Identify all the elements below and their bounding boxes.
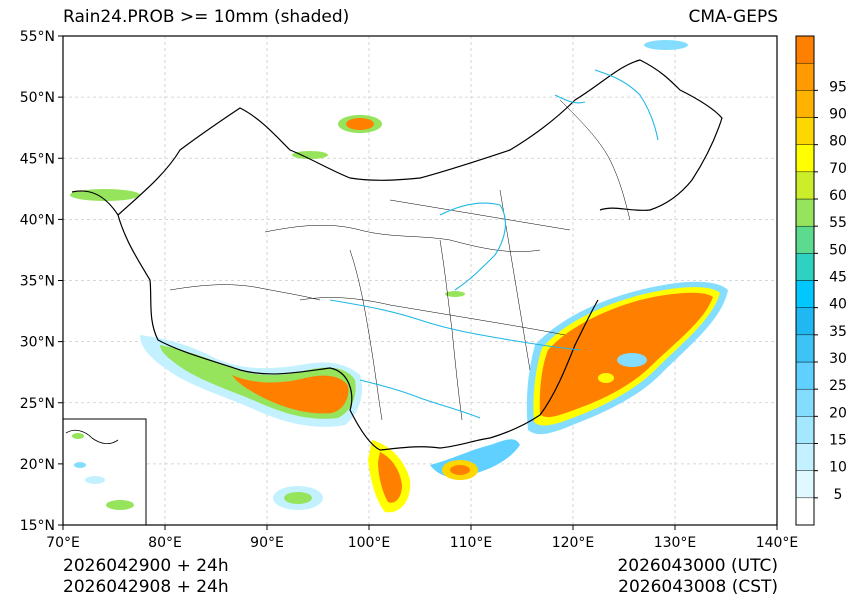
- shade-sea-core: [284, 492, 312, 504]
- lat-tick-label: 40°N: [20, 212, 55, 228]
- gridlines: [63, 36, 777, 525]
- colorbar-swatch: [795, 144, 815, 173]
- lat-tick-label: 15°N: [20, 518, 55, 534]
- country-borders: [71, 59, 723, 451]
- shade-myanmar-core: [378, 452, 402, 503]
- lon-tick-label: 80°E: [148, 535, 182, 551]
- probability-shading: [70, 40, 728, 513]
- map-area: [63, 36, 777, 525]
- shade-east-china-hole2: [598, 373, 614, 383]
- colorbar-swatch: [795, 470, 815, 499]
- axis-ticks: 70°E 80°E 90°E 100°E 110°E 120°E 130°E 140°E 15°…: [20, 29, 799, 551]
- forecast-init: 2026042900 + 24h 2026042908 + 24h: [63, 556, 229, 598]
- colorbar-swatch: [795, 388, 815, 417]
- colorbar-swatch: [795, 90, 815, 118]
- model-name: CMA-GEPS: [688, 7, 778, 27]
- colorbar-swatch: [795, 198, 815, 227]
- shade-east-china-hole: [617, 353, 647, 367]
- init-cst: 2026042908 + 24h: [63, 577, 229, 597]
- colorbar-label: 5: [834, 487, 843, 503]
- colorbar-labels: 5 10 15 20 25 30 35 40 45 50 55 60 70 80 90 95: [814, 79, 847, 503]
- colorbar-swatch: [795, 280, 815, 308]
- shade-sichuan: [445, 291, 465, 297]
- lat-tick-label: 25°N: [20, 396, 55, 412]
- rivers: [329, 69, 659, 419]
- lon-tick-label: 70°E: [46, 535, 80, 551]
- lat-tick-label: 20°N: [20, 457, 55, 473]
- colorbar-label: 80: [829, 134, 847, 150]
- shade-inner-mongolia: [292, 151, 328, 159]
- colorbar-label: 55: [829, 215, 847, 231]
- colorbar-swatches: [795, 35, 815, 526]
- colorbar-label: 20: [829, 405, 847, 421]
- forecast-valid: 2026043000 (UTC) 2026043008 (CST): [617, 556, 778, 598]
- lon-tick-label: 110°E: [450, 535, 493, 551]
- colorbar-label: 50: [829, 242, 847, 258]
- colorbar-swatch: [795, 443, 815, 471]
- colorbar-label: 90: [829, 107, 847, 123]
- lon-tick-label: 140°E: [756, 535, 799, 551]
- province-borders: [169, 99, 631, 421]
- lat-tick-label: 45°N: [20, 151, 55, 167]
- colorbar-swatch: [795, 253, 815, 281]
- colorbar-swatch: [795, 361, 815, 390]
- valid-utc: 2026043000 (UTC): [617, 556, 778, 576]
- colorbar-swatch: [795, 334, 815, 363]
- lon-tick-label: 120°E: [552, 535, 595, 551]
- lat-tick-label: 35°N: [20, 274, 55, 290]
- colorbar-swatch: [795, 117, 815, 145]
- colorbar-swatch: [795, 62, 815, 91]
- colorbar-label: 95: [829, 79, 847, 95]
- colorbar-label: 70: [829, 161, 847, 177]
- colorbar-label: 30: [829, 351, 847, 367]
- lon-tick-label: 130°E: [654, 535, 697, 551]
- colorbar-label: 10: [829, 460, 847, 476]
- lat-tick-label: 55°N: [20, 29, 55, 45]
- colorbar-label: 15: [829, 433, 847, 449]
- lon-tick-label: 90°E: [250, 535, 284, 551]
- map-title: Rain24.PROB >= 10mm (shaded): [63, 7, 350, 27]
- init-utc: 2026042900 + 24h: [63, 556, 229, 576]
- shade-himalaya-core: [232, 375, 349, 414]
- colorbar-label: 25: [829, 378, 847, 394]
- shade-hainan-core: [450, 465, 470, 475]
- colorbar: 5 10 15 20 25 30 35 40 45 50 55 60 70 80 90 95: [795, 35, 847, 526]
- colorbar-label: 40: [829, 297, 847, 313]
- colorbar-label: 45: [829, 270, 847, 286]
- lat-tick-label: 50°N: [20, 90, 55, 106]
- south-china-sea-inset: [63, 418, 147, 525]
- colorbar-label: 60: [829, 188, 847, 204]
- lat-tick-label: 30°N: [20, 335, 55, 351]
- colorbar-swatch: [795, 307, 815, 336]
- colorbar-swatch: [795, 225, 815, 254]
- shade-northeast: [644, 40, 688, 50]
- lon-tick-label: 100°E: [348, 535, 391, 551]
- valid-cst: 2026043008 (CST): [618, 577, 778, 597]
- colorbar-swatch: [795, 416, 815, 444]
- colorbar-label: 35: [829, 324, 847, 340]
- colorbar-swatch: [795, 497, 815, 526]
- shade-mongolia-core: [346, 118, 374, 130]
- colorbar-swatch: [795, 171, 815, 200]
- colorbar-swatch: [795, 35, 815, 64]
